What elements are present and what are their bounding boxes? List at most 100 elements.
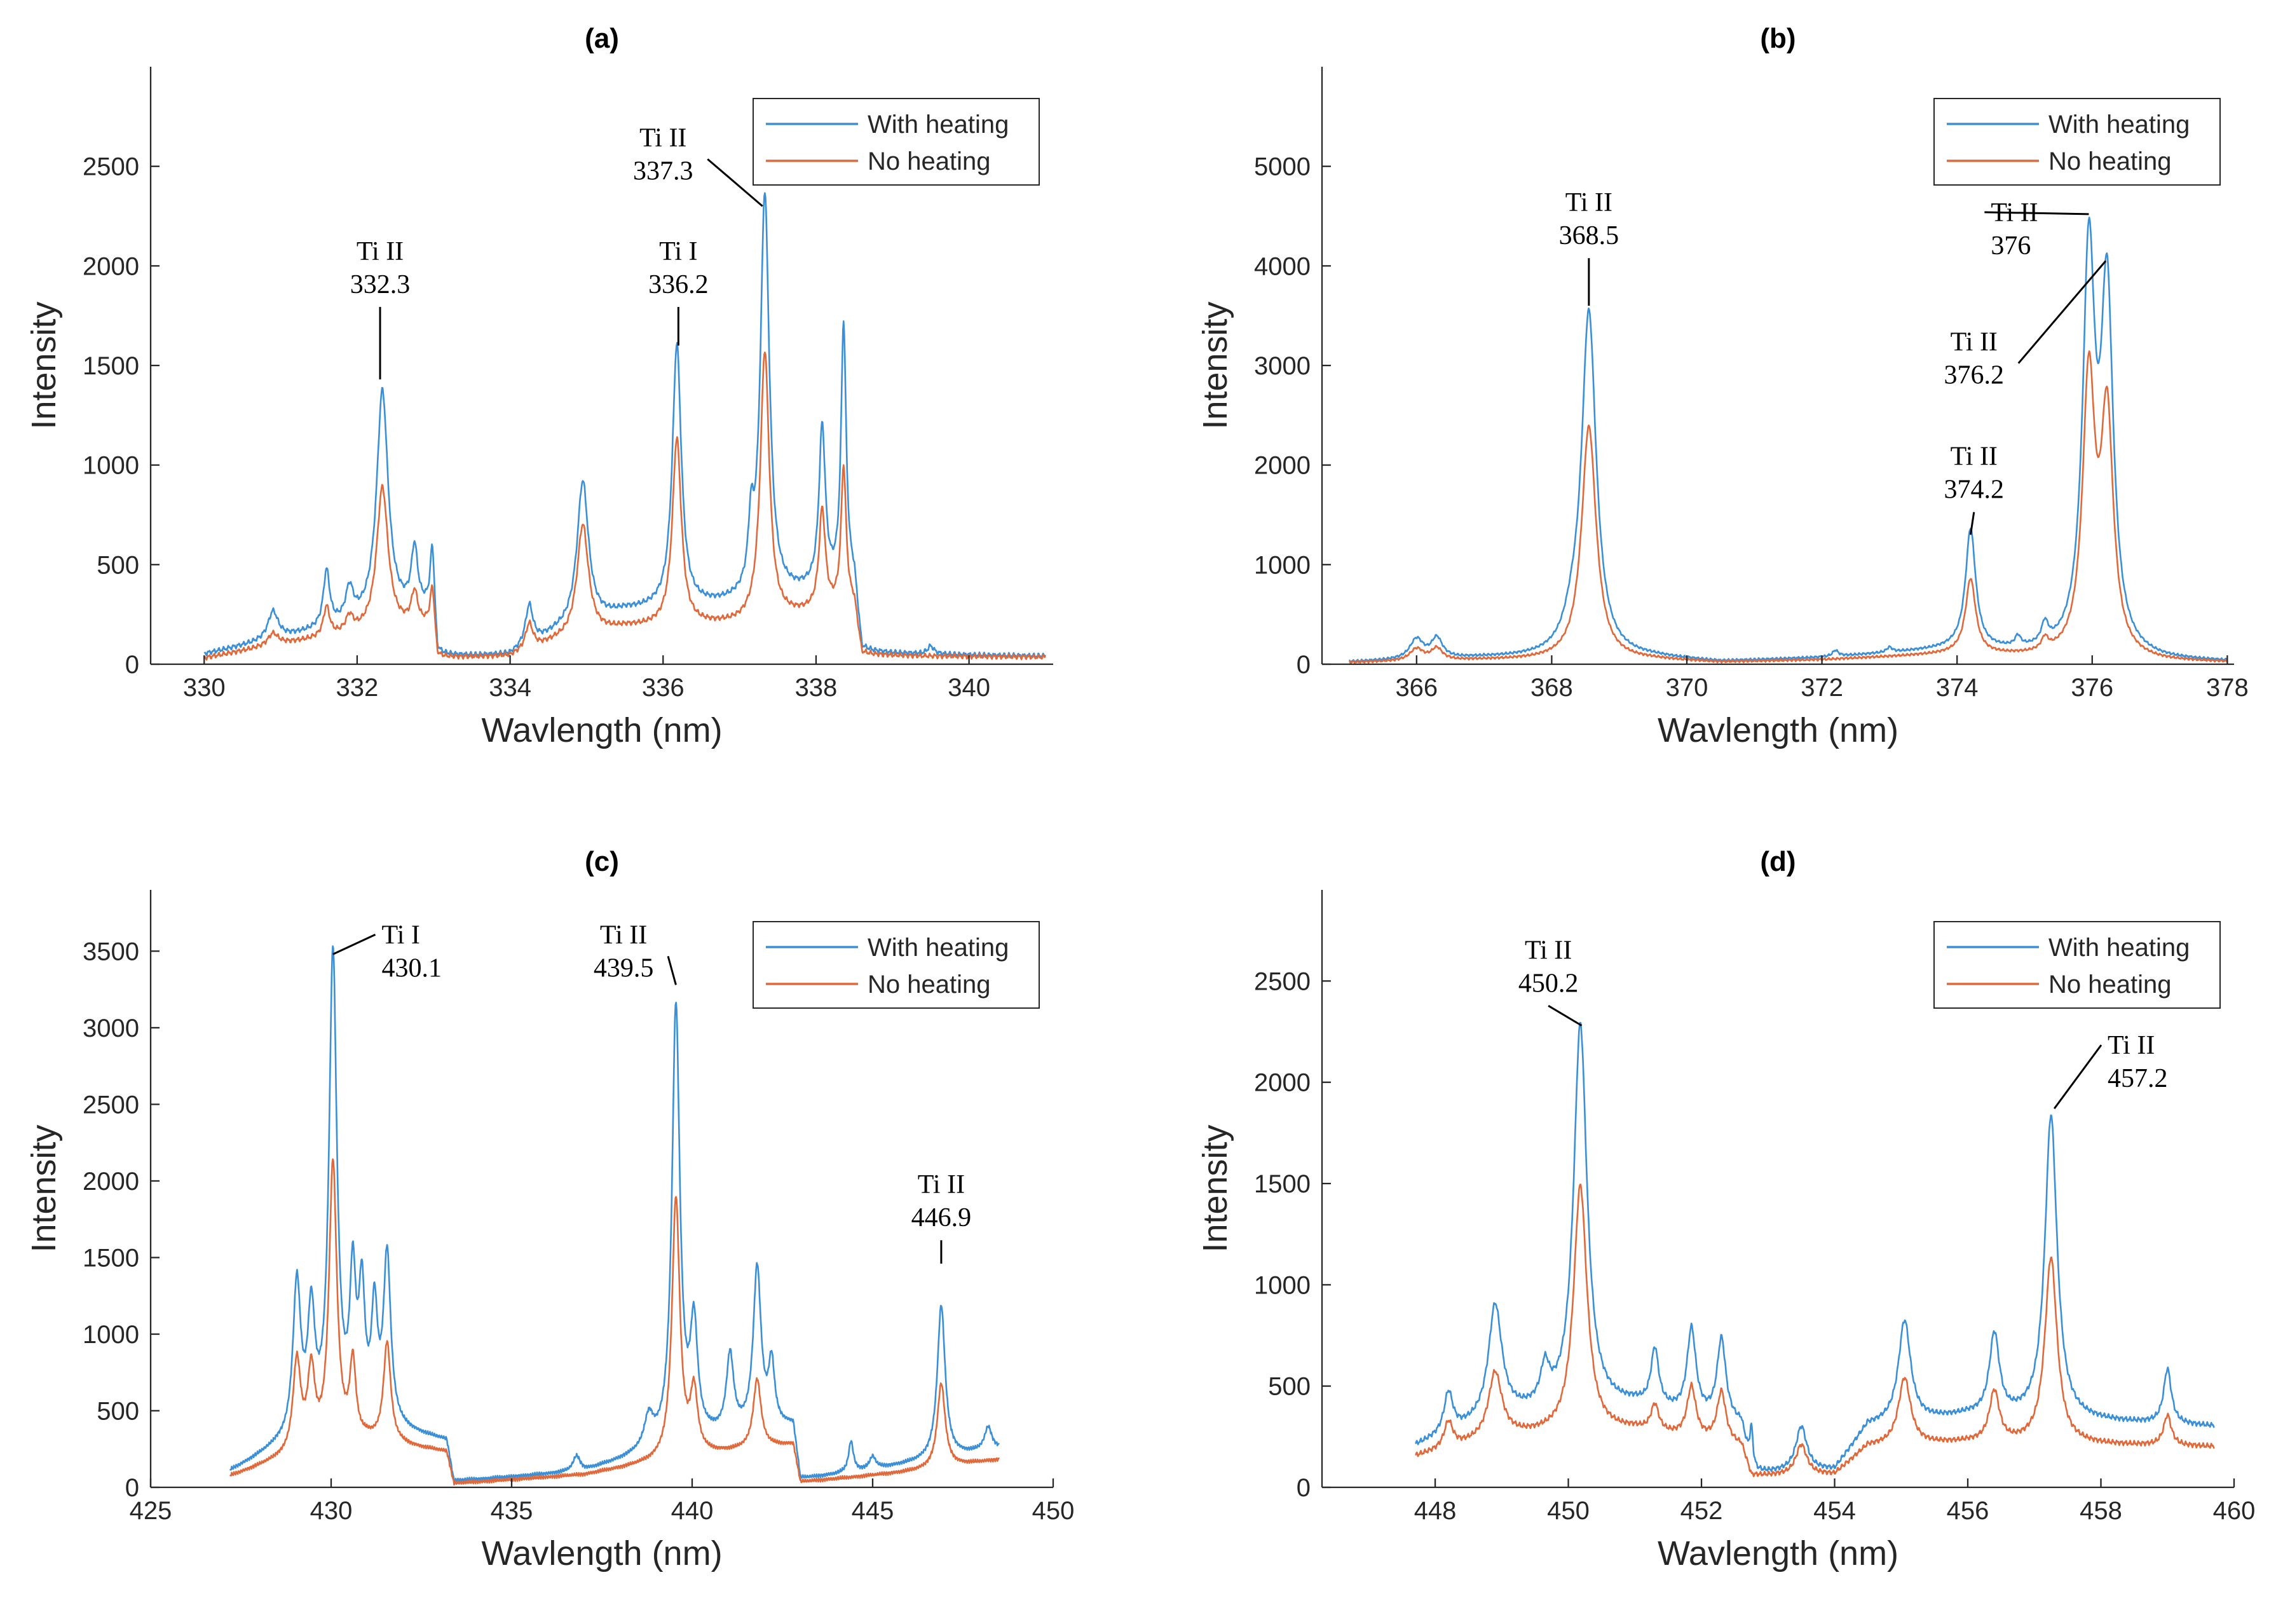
- chart-panel-c: (c) 425 430 435 440 445 450 0 500 1000 1500 2000 250…: [25, 846, 1074, 1573]
- series-line-with-heating: [203, 192, 1046, 659]
- y-tick-label: 500: [97, 551, 139, 579]
- x-tick-label: 440: [671, 1497, 714, 1525]
- x-tick-label: 372: [1801, 674, 1843, 702]
- x-tick-label: 454: [1813, 1497, 1856, 1525]
- x-tick-label: 368: [1530, 674, 1573, 702]
- x-tick-label: 374: [1936, 674, 1979, 702]
- x-axis-label: Wavlength (nm): [481, 711, 722, 749]
- annotation-label: Ti II: [357, 237, 404, 266]
- legend-box: [753, 98, 1040, 186]
- y-tick-label: 2000: [83, 1168, 139, 1196]
- annotation-label: 376: [1991, 231, 2031, 261]
- x-tick-label: 370: [1666, 674, 1708, 702]
- annotation-leader: [707, 158, 763, 207]
- y-tick-label: 0: [125, 651, 139, 679]
- series-line-with-heating: [1415, 1021, 2215, 1472]
- y-tick-label: 0: [125, 1474, 139, 1502]
- y-tick-label: 5000: [1254, 153, 1311, 181]
- series-line-no-heating: [229, 1158, 1000, 1486]
- annotation-label: 337.3: [633, 156, 693, 186]
- y-tick-label: 2500: [83, 153, 139, 181]
- annotation-label: 374.2: [1944, 475, 2005, 505]
- y-tick-label: 2500: [1254, 967, 1311, 995]
- peak-annotation: Ti II 368.5: [1559, 188, 1619, 306]
- y-tick-label: 1500: [1254, 1170, 1311, 1198]
- peak-annotation: Ti II 446.9: [911, 1170, 972, 1264]
- y-axis-label: Intensity: [25, 301, 63, 429]
- x-axis-label: Wavlength (nm): [1658, 711, 1898, 749]
- y-tick-label: 500: [1268, 1373, 1311, 1401]
- annotation-leader: [1984, 211, 2089, 215]
- x-tick-label: 450: [1547, 1497, 1590, 1525]
- annotation-leader: [2053, 1044, 2102, 1110]
- y-tick-label: 2000: [1254, 452, 1311, 480]
- y-tick-label: 0: [1297, 651, 1311, 679]
- annotation-label: Ti II: [1525, 936, 1572, 965]
- legend: With heating No heating: [753, 98, 1040, 186]
- legend: With heating No heating: [753, 921, 1040, 1009]
- y-tick-label: 1000: [1254, 551, 1311, 579]
- x-tick-label: 332: [336, 674, 379, 702]
- annotation-label: Ti I: [659, 237, 697, 266]
- peak-annotation: Ti I 336.2: [648, 237, 709, 346]
- x-tick-label: 435: [491, 1497, 533, 1525]
- annotation-leader: [332, 933, 376, 955]
- y-tick-label: 500: [97, 1397, 139, 1425]
- y-axis-label: Intensity: [1196, 1124, 1234, 1252]
- series-line-with-heating: [1349, 216, 2228, 664]
- annotation-label: Ti II: [1951, 328, 1998, 357]
- annotation-label: Ti I: [382, 920, 420, 950]
- y-tick-label: 3000: [83, 1014, 139, 1042]
- x-tick-label: 366: [1395, 674, 1438, 702]
- x-tick-label: 336: [642, 674, 685, 702]
- legend-label: No heating: [868, 147, 990, 175]
- legend-label: With heating: [2048, 111, 2190, 139]
- x-tick-label: 334: [489, 674, 531, 702]
- annotation-leader: [667, 955, 677, 985]
- legend-label: With heating: [868, 934, 1009, 962]
- x-axis-label: Wavlength (nm): [1658, 1534, 1898, 1573]
- legend-box: [1933, 98, 2221, 186]
- chart-title: (c): [585, 846, 619, 877]
- y-tick-label: 2000: [1254, 1069, 1311, 1097]
- chart-title: (d): [1760, 846, 1796, 877]
- y-tick-label: 1500: [83, 1244, 139, 1272]
- y-tick-label: 4000: [1254, 252, 1311, 280]
- legend: With heating No heating: [1933, 921, 2221, 1009]
- x-tick-label: 452: [1680, 1497, 1723, 1525]
- x-axis-label: Wavlength (nm): [481, 1534, 722, 1573]
- legend-label: With heating: [868, 111, 1009, 139]
- annotation-leader: [1969, 512, 1975, 535]
- chart-title: (b): [1760, 23, 1796, 54]
- legend-label: No heating: [2048, 971, 2171, 999]
- x-tick-label: 340: [948, 674, 990, 702]
- annotation-label: Ti II: [2108, 1031, 2155, 1060]
- x-tick-label: 445: [852, 1497, 894, 1525]
- chart-panel-a: (a) 330 332 334 336 338 340 0 500 1000 1500 2000 250…: [25, 23, 1053, 749]
- annotation-label: 446.9: [911, 1203, 972, 1232]
- annotation-label: 450.2: [1518, 969, 1579, 998]
- chart-panel-b: (b) 366 368 370 372 374 376 378 0 1000 2000 3000 400…: [1196, 23, 2249, 749]
- chart-title: (a): [585, 23, 619, 54]
- y-tick-label: 0: [1297, 1474, 1311, 1502]
- y-tick-label: 3500: [83, 938, 139, 966]
- x-tick-label: 450: [1032, 1497, 1075, 1525]
- series-line-no-heating: [1349, 350, 2228, 664]
- y-tick-label: 3000: [1254, 352, 1311, 380]
- x-tick-label: 430: [310, 1497, 353, 1525]
- y-tick-label: 1000: [83, 1321, 139, 1349]
- annotation-label: 457.2: [2108, 1064, 2168, 1093]
- annotation-label: 368.5: [1559, 221, 1619, 250]
- chart-panel-d: (d) 448 450 452 454 456 458 460 0 500 1000 1500 2000…: [1196, 846, 2255, 1573]
- annotation-label: Ti II: [600, 920, 647, 950]
- annotation-label: Ti II: [1951, 442, 1998, 472]
- legend-label: No heating: [2048, 147, 2171, 175]
- annotation-label: 332.3: [350, 270, 411, 299]
- y-tick-label: 1500: [83, 352, 139, 380]
- series-line-no-heating: [1415, 1184, 2215, 1477]
- x-tick-label: 378: [2206, 674, 2249, 702]
